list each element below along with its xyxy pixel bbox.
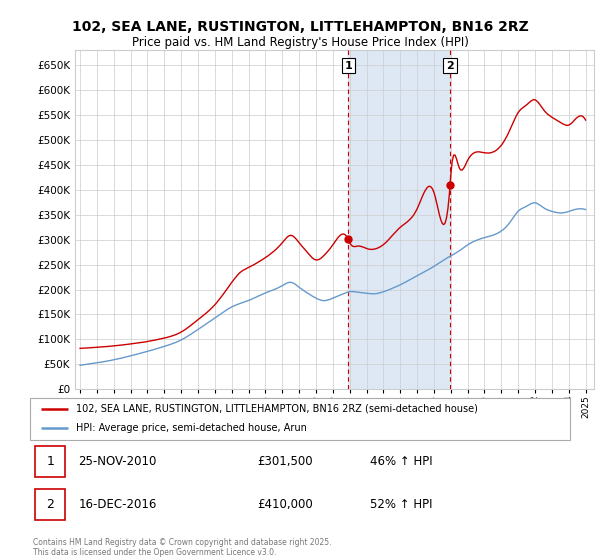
Text: 1: 1 <box>344 60 352 71</box>
Text: HPI: Average price, semi-detached house, Arun: HPI: Average price, semi-detached house,… <box>76 423 307 433</box>
Text: Price paid vs. HM Land Registry's House Price Index (HPI): Price paid vs. HM Land Registry's House … <box>131 36 469 49</box>
Text: 46% ↑ HPI: 46% ↑ HPI <box>370 455 433 468</box>
Text: 1: 1 <box>46 455 54 468</box>
Text: £301,500: £301,500 <box>257 455 313 468</box>
Text: 52% ↑ HPI: 52% ↑ HPI <box>370 498 433 511</box>
Bar <box>348 50 450 389</box>
FancyBboxPatch shape <box>35 489 65 520</box>
Text: 25-NOV-2010: 25-NOV-2010 <box>79 455 157 468</box>
Text: 2: 2 <box>446 60 454 71</box>
FancyBboxPatch shape <box>35 446 65 477</box>
Text: Contains HM Land Registry data © Crown copyright and database right 2025.
This d: Contains HM Land Registry data © Crown c… <box>33 538 331 557</box>
Text: 102, SEA LANE, RUSTINGTON, LITTLEHAMPTON, BN16 2RZ (semi-detached house): 102, SEA LANE, RUSTINGTON, LITTLEHAMPTON… <box>76 404 478 414</box>
Text: 102, SEA LANE, RUSTINGTON, LITTLEHAMPTON, BN16 2RZ: 102, SEA LANE, RUSTINGTON, LITTLEHAMPTON… <box>71 20 529 34</box>
Text: 2: 2 <box>46 498 54 511</box>
FancyBboxPatch shape <box>30 398 570 440</box>
Text: £410,000: £410,000 <box>257 498 313 511</box>
Text: 16-DEC-2016: 16-DEC-2016 <box>79 498 157 511</box>
